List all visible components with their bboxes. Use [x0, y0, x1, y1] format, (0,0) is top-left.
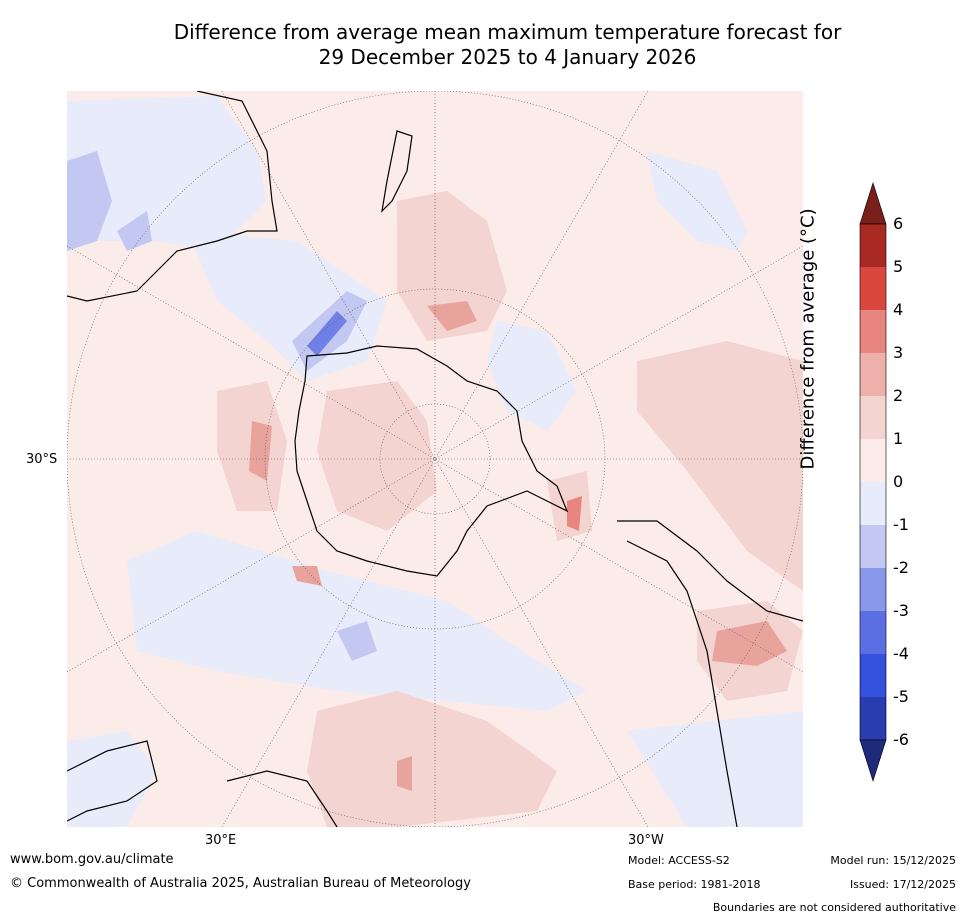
meridian-3	[221, 91, 649, 827]
map-title: Difference from average mean maximum tem…	[60, 20, 955, 70]
warm-region-north-core	[427, 301, 477, 331]
footer-model: Model: ACCESS-S2	[628, 854, 730, 867]
cool-region-nw-core	[67, 151, 112, 251]
footer-disclaimer: Boundaries are not considered authoritat…	[712, 901, 956, 914]
title-line-1: Difference from average mean maximum tem…	[173, 20, 842, 44]
meridian-5	[67, 245, 803, 673]
warm-region-south	[307, 691, 557, 827]
cool-region-west-strong	[307, 311, 347, 356]
colorbar-tick-m5: -5	[893, 687, 909, 706]
colorbar-tick-5: 5	[893, 257, 904, 276]
colorbar-tick-3: 3	[893, 343, 904, 362]
latitude-label-30s: 30°S	[26, 452, 58, 467]
colorbar-band-5-6	[860, 224, 886, 267]
colorbar-tick-m3: -3	[893, 601, 909, 620]
colorbar-tick-m2: -2	[893, 558, 909, 577]
colorbar-band-0-1	[860, 439, 886, 482]
cool-region-south-core	[337, 621, 377, 661]
warm-region-antarctic	[317, 381, 437, 531]
warm-region-south-america-core	[712, 621, 787, 666]
footer-model-run: Model run: 15/12/2025	[830, 854, 956, 867]
warm-region-west-core	[249, 421, 272, 481]
graticule	[67, 91, 803, 827]
colorbar-band-m2-m1	[860, 525, 886, 568]
warm-region-south-core	[397, 756, 412, 791]
colorbar-band-m5-m4	[860, 654, 886, 697]
coastlines	[67, 91, 803, 827]
colorbar-band-2-3	[860, 353, 886, 396]
footer-issued: Issued: 17/12/2025	[849, 878, 956, 891]
australia-coastline	[67, 91, 278, 302]
colorbar-band-m6-m5	[860, 697, 886, 740]
meridian-4	[221, 91, 649, 827]
colorbar-band-1-2	[860, 396, 886, 439]
colorbar-tick-m6: -6	[893, 730, 909, 749]
new-zealand-coastline	[381, 130, 413, 213]
title-line-2: 29 December 2025 to 4 January 2026	[318, 45, 697, 69]
map-svg	[67, 91, 803, 827]
colorbar-tick-2: 2	[893, 386, 904, 405]
warm-region-north	[397, 191, 507, 341]
cool-region-se	[627, 711, 803, 827]
warm-region-peninsula-core	[567, 496, 582, 531]
cool-region-sw	[67, 731, 157, 827]
colorbar-band-4-5	[860, 267, 886, 310]
colorbar-arrow-top	[859, 182, 887, 225]
antarctica-coastline	[294, 345, 569, 577]
colorbar-tick-m4: -4	[893, 644, 909, 663]
warm-anomaly-regions	[217, 191, 803, 827]
colorbar-label: Difference from average (°C)	[797, 208, 819, 470]
colorbar-band-m3-m2	[860, 568, 886, 611]
warm-region-east	[637, 341, 803, 591]
footer-copyright: © Commonwealth of Australia 2025, Austra…	[10, 876, 471, 891]
warm-region-sw-small	[292, 566, 322, 586]
cool-region-nw	[67, 96, 267, 251]
colorbar-tick-4: 4	[893, 300, 904, 319]
cool-region-nw-small	[117, 211, 152, 251]
colorbar	[859, 182, 887, 782]
colorbar-tick-1: 1	[893, 429, 904, 448]
colorbar-band-3-4	[860, 310, 886, 353]
africa-coastline-1	[67, 740, 158, 822]
colorbar-band-m4-m3	[860, 611, 886, 654]
footer-base-period: Base period: 1981-2018	[628, 878, 761, 891]
longitude-label-30w: 30°W	[628, 833, 664, 848]
colorbar-tick-0: 0	[893, 472, 904, 491]
south-america-coastline-1	[617, 520, 803, 622]
polar-map	[67, 91, 803, 827]
colorbar-tick-6: 6	[893, 214, 904, 233]
footer-url: www.bom.gov.au/climate	[10, 852, 174, 867]
colorbar-tick-m1: -1	[893, 515, 909, 534]
meridian-6	[67, 245, 803, 673]
colorbar-band-m1-0	[860, 482, 886, 525]
cool-region-south	[127, 531, 587, 711]
south-america-coastline-2	[626, 540, 738, 827]
africa-coastline-2	[226, 770, 338, 827]
colorbar-arrow-bottom	[859, 739, 887, 782]
longitude-label-30e: 30°E	[205, 833, 237, 848]
